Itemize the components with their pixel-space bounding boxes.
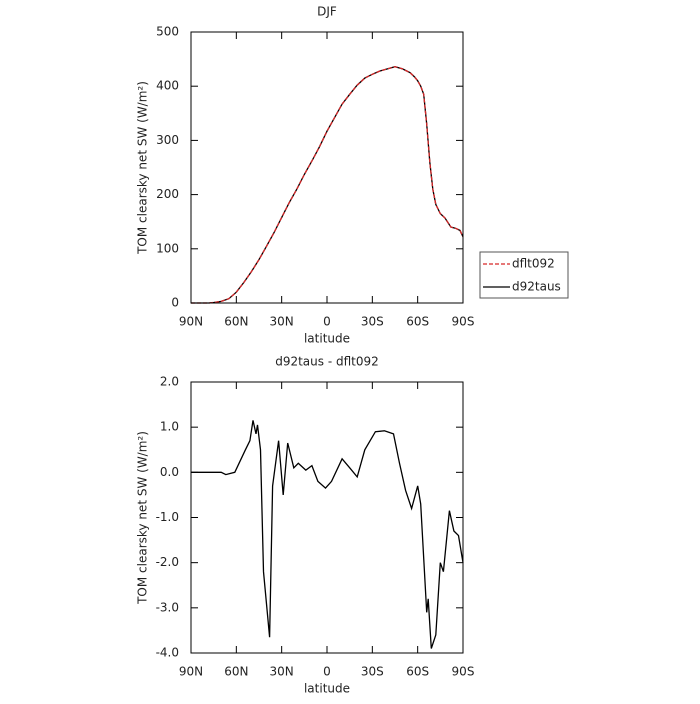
y-tick-label: 300 <box>156 133 179 147</box>
y-tick-label: 200 <box>156 187 179 201</box>
x-tick-label: 0 <box>323 665 331 679</box>
chart-title: DJF <box>317 5 337 19</box>
y-tick-label: 400 <box>156 79 179 93</box>
x-tick-label: 60N <box>224 665 248 679</box>
legend-box <box>479 251 569 299</box>
x-tick-label: 30N <box>270 665 294 679</box>
x-tick-label: 60S <box>406 665 429 679</box>
data-line <box>191 420 464 649</box>
x-tick-label: 60N <box>224 315 248 329</box>
y-tick-label: 1.0 <box>160 420 179 434</box>
y-tick-label: 0.0 <box>160 465 179 479</box>
y-axis-label: TOM clearsky net SW (W/m²) <box>136 431 150 605</box>
y-axis-label: TOM clearsky net SW (W/m²) <box>136 81 150 255</box>
y-tick-label: -4.0 <box>156 646 179 660</box>
legend-label: dflt092 <box>512 257 555 271</box>
legend-label: d92taus <box>512 280 561 294</box>
y-tick-label: 2.0 <box>160 375 179 389</box>
y-tick-label: -1.0 <box>156 510 179 524</box>
data-line <box>191 66 464 304</box>
x-tick-label: 90S <box>452 315 475 329</box>
x-tick-label: 0 <box>323 315 331 329</box>
x-axis-label: latitude <box>304 332 350 346</box>
plot-frame <box>190 381 464 654</box>
y-tick-label: 500 <box>156 25 179 39</box>
x-axis-label: latitude <box>304 682 350 696</box>
y-tick-label: 0 <box>171 296 179 310</box>
x-tick-label: 90N <box>179 315 203 329</box>
chart-title: d92taus - dflt092 <box>275 355 379 369</box>
x-tick-label: 30N <box>270 315 294 329</box>
y-tick-label: -2.0 <box>156 555 179 569</box>
x-tick-label: 90N <box>179 665 203 679</box>
x-tick-label: 30S <box>361 315 384 329</box>
x-tick-label: 90S <box>452 665 475 679</box>
plot-frame <box>190 31 464 304</box>
data-line <box>191 66 464 304</box>
y-tick-label: 100 <box>156 241 179 255</box>
x-tick-label: 60S <box>406 315 429 329</box>
x-tick-label: 30S <box>361 665 384 679</box>
y-tick-label: -3.0 <box>156 600 179 614</box>
